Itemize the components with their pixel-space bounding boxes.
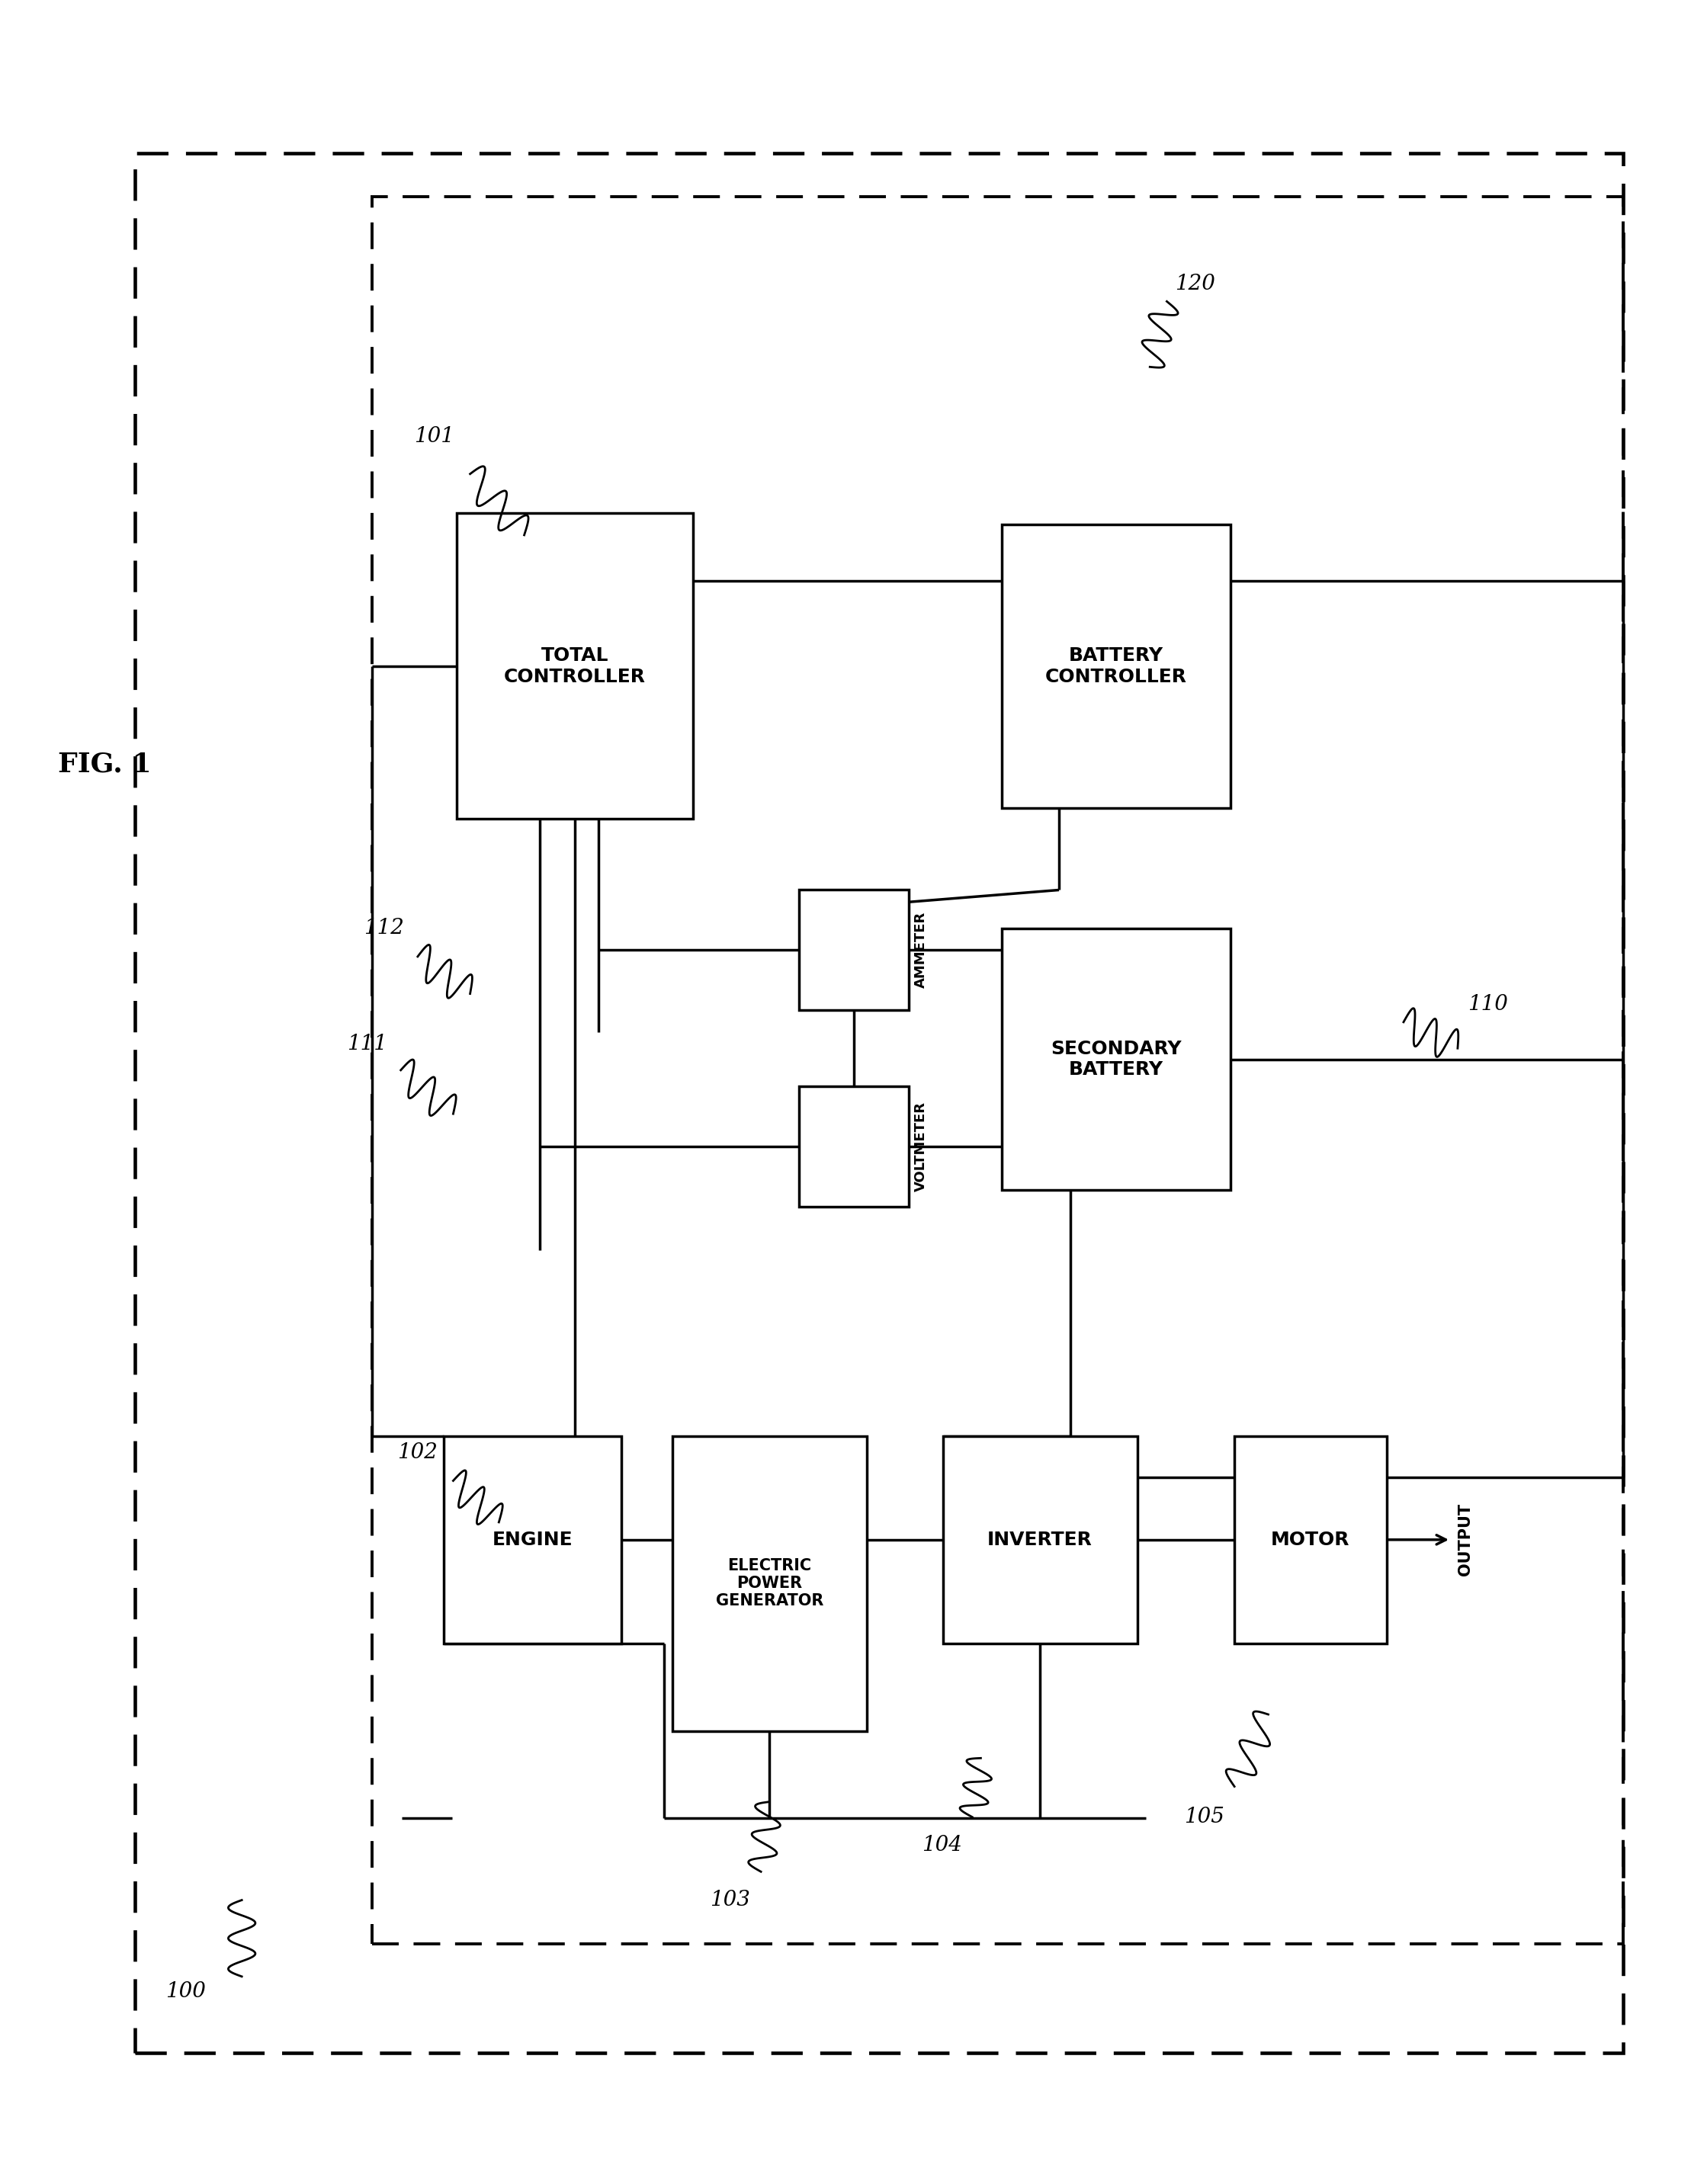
FancyBboxPatch shape [457, 513, 693, 819]
Text: SECONDARY
BATTERY: SECONDARY BATTERY [1050, 1040, 1182, 1079]
Text: 102: 102 [397, 1441, 438, 1463]
Text: 100: 100 [166, 1981, 206, 2003]
FancyBboxPatch shape [1234, 1437, 1387, 1642]
Text: 120: 120 [1175, 273, 1216, 295]
Text: MOTOR: MOTOR [1272, 1531, 1349, 1548]
FancyBboxPatch shape [944, 1437, 1136, 1642]
Text: AMMETER: AMMETER [913, 913, 928, 987]
Text: VOLTMETER: VOLTMETER [913, 1101, 928, 1192]
FancyBboxPatch shape [1001, 928, 1229, 1190]
Text: TOTAL
CONTROLLER: TOTAL CONTROLLER [504, 646, 646, 686]
Text: 104: 104 [922, 1835, 962, 1856]
Text: OUTPUT: OUTPUT [1458, 1503, 1473, 1577]
FancyBboxPatch shape [800, 891, 910, 1009]
Text: ELECTRIC
POWER
GENERATOR: ELECTRIC POWER GENERATOR [715, 1557, 824, 1610]
Text: BATTERY
CONTROLLER: BATTERY CONTROLLER [1045, 646, 1187, 686]
Text: FIG. 1: FIG. 1 [57, 751, 152, 778]
Text: ENGINE: ENGINE [492, 1531, 573, 1548]
FancyBboxPatch shape [1001, 524, 1229, 808]
Text: 105: 105 [1184, 1806, 1224, 1828]
Text: 112: 112 [364, 917, 404, 939]
Text: INVERTER: INVERTER [988, 1531, 1092, 1548]
Text: 103: 103 [710, 1889, 751, 1911]
FancyBboxPatch shape [800, 1088, 910, 1206]
Text: 101: 101 [414, 426, 455, 448]
FancyBboxPatch shape [443, 1437, 622, 1642]
Text: 110: 110 [1468, 994, 1508, 1016]
Text: 111: 111 [347, 1033, 387, 1055]
FancyBboxPatch shape [673, 1437, 867, 1730]
